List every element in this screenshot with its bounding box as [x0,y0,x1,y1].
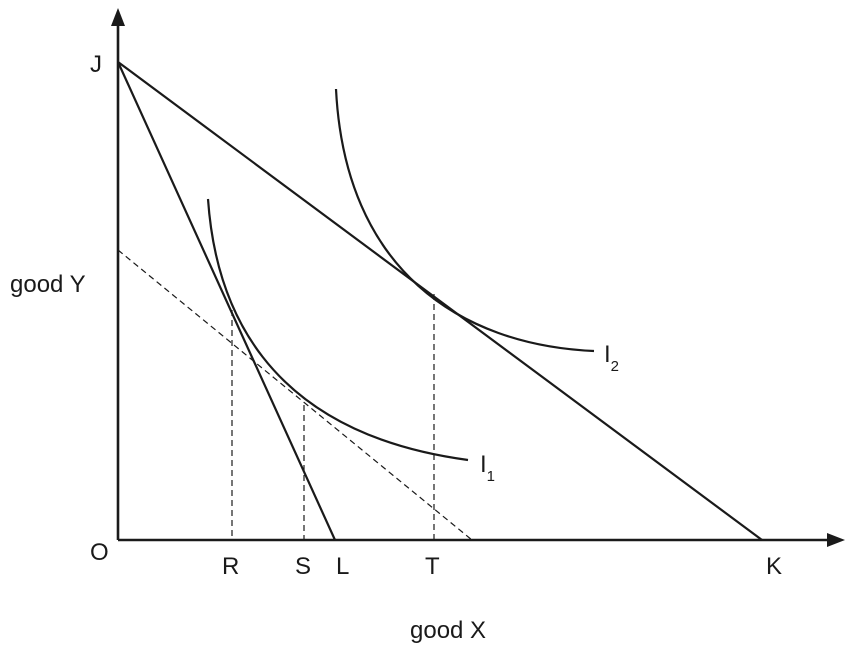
budget-line-jl [116,61,337,541]
point-label-s: S [295,553,311,580]
budget-line-jk [117,61,763,541]
y-axis-arrowhead [111,8,125,26]
point-label-k: K [766,553,782,580]
compensated-budget-line [117,249,473,541]
point-label-t: T [425,553,440,580]
origin-label: O [90,539,109,566]
curve-label-i1: I1 [480,451,495,485]
point-label-l: L [336,553,349,580]
x-axis-label: good X [410,617,486,644]
curve-label-i2: I2 [604,341,619,375]
point-label-r: R [222,553,239,580]
indifference-curve-i1 [206,198,469,462]
point-label-j: J [90,51,102,78]
indifference-curve-i2 [334,88,595,353]
y-axis-label: good Y [10,271,86,298]
x-axis-arrowhead [827,533,845,547]
